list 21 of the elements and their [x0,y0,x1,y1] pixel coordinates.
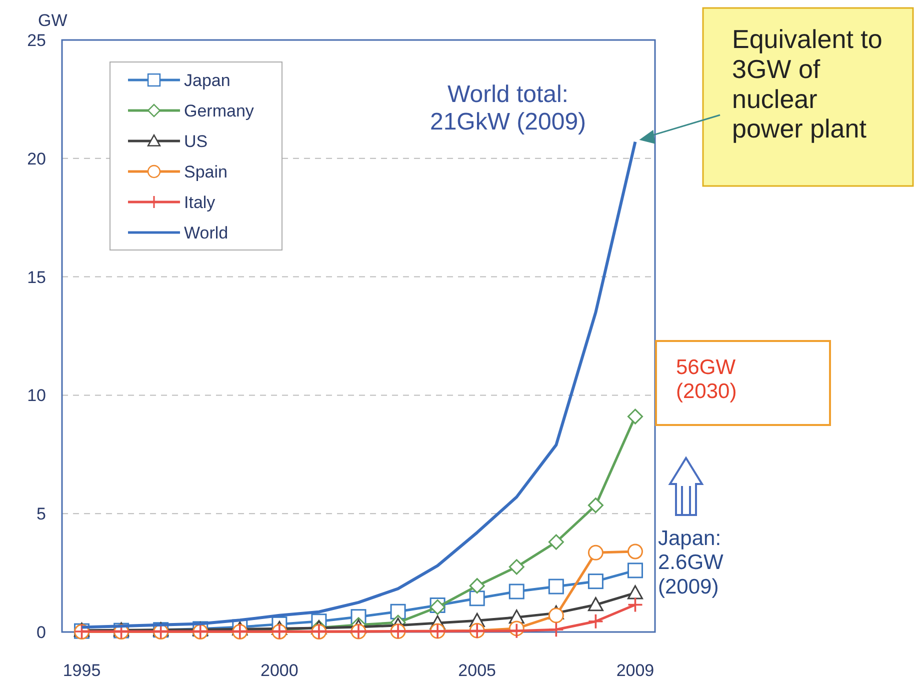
legend-label: US [184,132,208,151]
y-tick-label: 5 [36,504,46,524]
y-tick-label: 0 [36,623,46,642]
legend-label: Germany [184,102,254,120]
y-tick-label: 15 [27,268,46,287]
text: Japan: 2.6GW (2009) [658,527,724,598]
x-tick-label: 2009 [616,661,654,680]
y-tick-label: 20 [27,149,46,168]
x-tick-label: 1995 [62,661,101,680]
y-tick-label: 25 [27,31,46,50]
legend-label: Spain [184,162,228,182]
x-tick-label: 2005 [458,661,496,680]
text: Equivalent to 3GW of nuclear power plant [732,24,882,144]
y-tick-label: 10 [27,386,46,406]
legend-label: Italy [184,193,216,212]
x-tick-label: 2000 [260,661,298,680]
annotation: World total: 21GkW (2009) [430,81,586,136]
legend-label: Japan [184,71,230,90]
legend-label: World [184,224,228,242]
text: 56GW (2030) [676,356,737,404]
y-axis-title: GW [38,11,68,30]
